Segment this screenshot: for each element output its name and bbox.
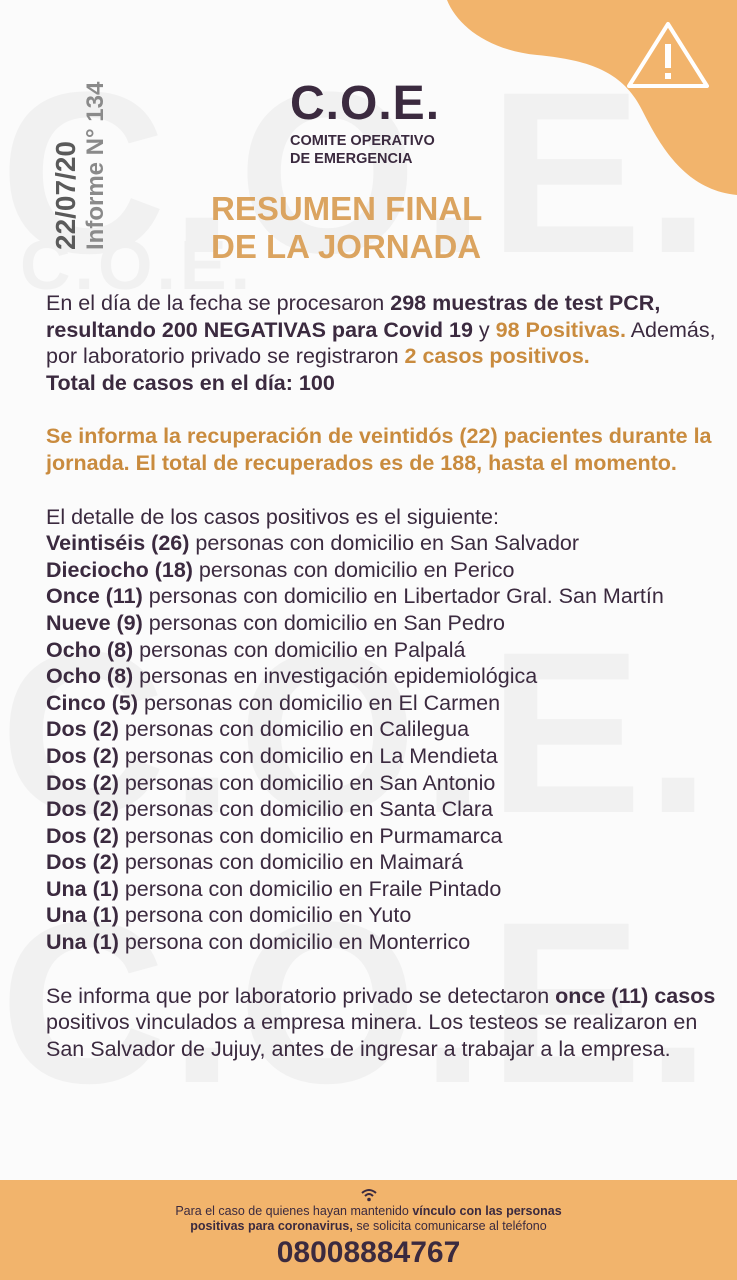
phone-number[interactable]: 08008884767 [276, 1236, 461, 1269]
case-item: Cinco (5) personas con domicilio en El C… [46, 690, 726, 717]
closing-paragraph: Se informa que por laboratorio privado s… [46, 983, 726, 1063]
case-location: persona con domicilio en Fraile Pintado [118, 876, 502, 901]
case-item: Nueve (9) personas con domicilio en San … [46, 610, 726, 637]
case-count: Una (1) [46, 876, 119, 901]
case-count: Dos (2) [46, 743, 119, 768]
detail-intro: El detalle de los casos positivos es el … [46, 504, 499, 529]
coe-logo: C.O.E. COMITE OPERATIVO DE EMERGENCIA [290, 78, 440, 168]
case-location: personas con domicilio en Perico [192, 557, 515, 582]
case-item: Dos (2) personas con domicilio en La Men… [46, 743, 726, 770]
case-item: Una (1) persona con domicilio en Monterr… [46, 929, 726, 956]
title-line1: RESUMEN FINAL [211, 190, 483, 227]
report-date: 22/07/20 [50, 141, 81, 250]
highlight-segment: 98 Positivas. [495, 317, 626, 342]
case-item: Dieciocho (18) personas con domicilio en… [46, 557, 726, 584]
case-count: Dos (2) [46, 823, 119, 848]
highlight-segment: 298 muestras de test PCR, resultando 200… [46, 291, 661, 342]
highlight-segment: positivas para coronavirus, [190, 1219, 353, 1233]
case-location: personas con domicilio en Maimará [118, 850, 464, 875]
case-location: personas con domicilio en La Mendieta [118, 743, 498, 768]
report-info: 22/07/20 Informe N° 134 [50, 82, 110, 250]
highlight-segment: 2 casos positivos. [404, 344, 590, 369]
text-segment: Además, por laboratorio privado se regis… [46, 317, 716, 369]
contact-message: Para el caso de quienes hayan mantenido … [0, 1204, 737, 1234]
title-line2: DE LA JORNADA [211, 228, 482, 265]
case-item: Una (1) persona con domicilio en Fraile … [46, 876, 726, 903]
case-item: Dos (2) personas con domicilio en Calile… [46, 716, 726, 743]
case-count: Veintiséis (26) [46, 531, 190, 556]
case-item: Veintiséis (26) personas con domicilio e… [46, 530, 726, 557]
case-count: Nueve (9) [46, 610, 143, 635]
case-location: personas con domicilio en Santa Clara [118, 797, 493, 822]
case-count: Dos (2) [46, 797, 119, 822]
case-count: Dieciocho (18) [46, 557, 193, 582]
watermark: C.O.E. [0, 874, 715, 1131]
case-item: Once (11) personas con domicilio en Libe… [46, 583, 726, 610]
case-location: personas con domicilio en San Antonio [118, 770, 496, 795]
text-segment: Se informa que por laboratorio privado s… [46, 983, 556, 1008]
case-count: Una (1) [46, 930, 119, 955]
report-body: En el día de la fecha se procesaron 298 … [46, 290, 726, 1089]
summary-paragraph: En el día de la fecha se procesaron 298 … [46, 290, 726, 396]
case-item: Dos (2) personas con domicilio en Maimar… [46, 849, 726, 876]
case-location: personas con domicilio en San Salvador [189, 531, 580, 556]
case-count: Ocho (8) [46, 637, 134, 662]
highlight-segment: Total de casos en el día: 100 [46, 370, 335, 395]
text-segment: positivos vinculados a empresa minera. L… [46, 1010, 698, 1061]
case-count: Una (1) [46, 903, 119, 928]
case-count: Dos (2) [46, 717, 119, 742]
case-count: Cinco (5) [46, 690, 138, 715]
contact-footer: Para el caso de quienes hayan mantenido … [0, 1180, 737, 1280]
text-segment: En el día de la fecha se procesaron [46, 291, 391, 315]
case-item: Una (1) persona con domicilio en Yuto [46, 902, 726, 929]
recovery-paragraph: Se informa la recuperación de veintidós … [46, 423, 726, 476]
warning-icon [627, 22, 709, 88]
watermark: C.O.E. [20, 226, 255, 304]
case-item: Ocho (8) personas con domicilio en Palpa… [46, 637, 726, 664]
case-location: personas con domicilio en Calilegua [118, 717, 470, 742]
logo-acronym: C.O.E. [290, 77, 441, 130]
wifi-icon [360, 1189, 377, 1202]
cases-detail: El detalle de los casos positivos es el … [46, 504, 726, 956]
case-location: personas con domicilio en Libertador Gra… [142, 584, 664, 609]
case-count: Dos (2) [46, 770, 119, 795]
case-item: Dos (2) personas con domicilio en Purmam… [46, 823, 726, 850]
case-count: Dos (2) [46, 850, 119, 875]
case-item: Ocho (8) personas en investigación epide… [46, 663, 726, 690]
case-location: personas con domicilio en El Carmen [137, 690, 501, 715]
case-count: Ocho (8) [46, 664, 134, 689]
text-segment: y [472, 317, 496, 342]
watermark: C.O.E. [0, 604, 715, 861]
page-title: RESUMEN FINAL DE LA JORNADA [211, 190, 482, 266]
report-number: Informe N° 134 [82, 81, 109, 250]
case-count: Once (11) [46, 584, 143, 609]
watermark: C.O.E. [0, 44, 715, 301]
case-location: personas en investigación epidemiológica [133, 664, 538, 689]
case-item: Dos (2) personas con domicilio en San An… [46, 770, 726, 797]
highlight-segment: vínculo con las personas [412, 1204, 562, 1218]
highlight-segment: Se informa la recuperación de veintidós … [46, 424, 712, 475]
case-item: Dos (2) personas con domicilio en Santa … [46, 796, 726, 823]
highlight-segment: once (11) casos [555, 983, 716, 1008]
case-location: personas con domicilio en Purmamarca [118, 823, 503, 848]
logo-line2: DE EMERGENCIA [290, 151, 413, 167]
case-location: persona con domicilio en Yuto [118, 903, 412, 928]
case-location: personas con domicilio en Palpalá [133, 637, 466, 662]
decorative-blob [447, 0, 737, 195]
text-segment: Para el caso de quienes hayan mantenido [175, 1204, 413, 1218]
logo-line1: COMITE OPERATIVO [290, 133, 435, 149]
text-segment: se solicita comunicarse al teléfono [352, 1219, 547, 1233]
case-location: personas con domicilio en San Pedro [142, 610, 505, 635]
case-location: persona con domicilio en Monterrico [118, 930, 471, 955]
